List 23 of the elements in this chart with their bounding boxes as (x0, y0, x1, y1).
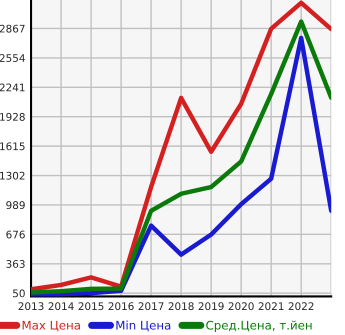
x-tick-label: 2016 (108, 302, 134, 310)
x-tick-label: 2015 (78, 302, 104, 310)
x-tick-label: 2022 (288, 302, 314, 310)
x-tick-label: 2021 (258, 302, 284, 310)
y-tick-label: 1615 (0, 142, 25, 150)
x-tick-label: 2013 (18, 302, 44, 310)
y-tick-label: 363 (6, 260, 25, 268)
legend-label: Min Цена (116, 320, 170, 332)
x-tick-label: 2017 (138, 302, 164, 310)
x-tick-label: 2020 (228, 302, 254, 310)
legend-label: Max Цена (22, 320, 80, 332)
y-tick-label: 50 (13, 289, 25, 298)
y-tick-label: 676 (6, 230, 25, 238)
x-tick-label: 2018 (168, 302, 194, 310)
y-tick-label: 1302 (0, 172, 24, 180)
x-tick-label: 2019 (198, 302, 224, 310)
y-tick-label: 989 (6, 201, 25, 210)
y-tick-label: 2241 (0, 84, 25, 92)
y-tick-label: 2554 (0, 54, 25, 62)
legend-label: Сред.Цена, т.йен (206, 320, 312, 332)
y-tick-label: 2867 (0, 24, 25, 33)
y-tick-label: 1928 (0, 112, 25, 121)
x-tick-label: 2014 (48, 302, 74, 310)
